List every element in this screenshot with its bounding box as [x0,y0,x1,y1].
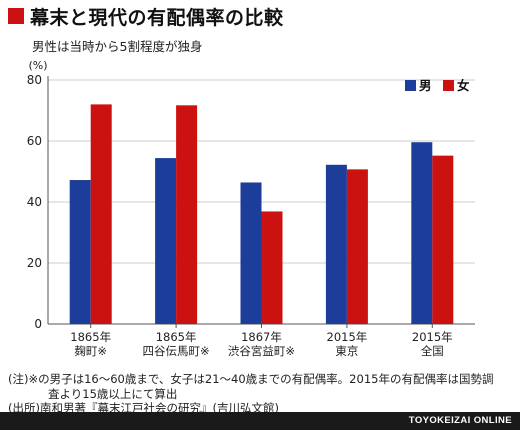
bar-male [325,164,347,324]
legend-swatch [405,80,416,91]
y-tick-label: 40 [27,195,42,209]
x-tick-label: 1865年 [156,330,197,344]
note-line-2: 査より15歳以上にて算出 [48,386,178,401]
title-marker [8,8,24,24]
bar-male [240,182,262,324]
x-tick-label: 1865年 [70,330,111,344]
y-tick-label: 80 [27,73,42,87]
legend-label: 女 [457,78,470,93]
y-tick-label: 0 [34,317,42,331]
bar-male [411,142,433,324]
bar-female [176,105,198,324]
source-line: (出所)南和男著『幕末江戸社会の研究』(吉川弘文館) [8,401,279,415]
x-tick-label: 1867年 [241,330,282,344]
bar-chart: 020406080(%)1865年麹町※1865年四谷伝馬町※1867年渋谷宮益… [27,59,475,358]
legend-label: 男 [419,78,432,93]
footer-bar: TOYOKEIZAI ONLINE [0,412,520,430]
x-tick-label: 全国 [421,344,444,358]
y-unit-label: (%) [28,59,47,72]
bar-male [155,158,177,324]
chart-subtitle: 男性は当時から5割程度が独身 [32,39,203,54]
x-tick-label: 渋谷宮益町※ [228,344,295,358]
y-tick-label: 20 [27,256,42,270]
x-tick-label: 麹町※ [74,344,107,358]
bar-female [261,211,283,324]
x-tick-label: 2015年 [327,330,368,344]
bar-male [69,180,91,324]
chart-title: 幕末と現代の有配偶率の比較 [30,7,284,29]
x-tick-label: 四谷伝馬町※ [143,344,210,358]
y-tick-label: 60 [27,134,42,148]
bar-female [90,104,112,325]
note-line-1: (注)※の男子は16～60歳まで、女子は21～40歳までの有配偶率。2015年の… [8,372,494,386]
legend-swatch [443,80,454,91]
bar-female [346,169,368,324]
bar-female [432,155,454,324]
x-tick-label: 東京 [335,344,358,358]
x-tick-label: 2015年 [412,330,453,344]
brand-label: TOYOKEIZAI ONLINE [408,415,512,426]
notes: (注)※の男子は16～60歳まで、女子は21～40歳までの有配偶率。2015年の… [8,372,493,416]
